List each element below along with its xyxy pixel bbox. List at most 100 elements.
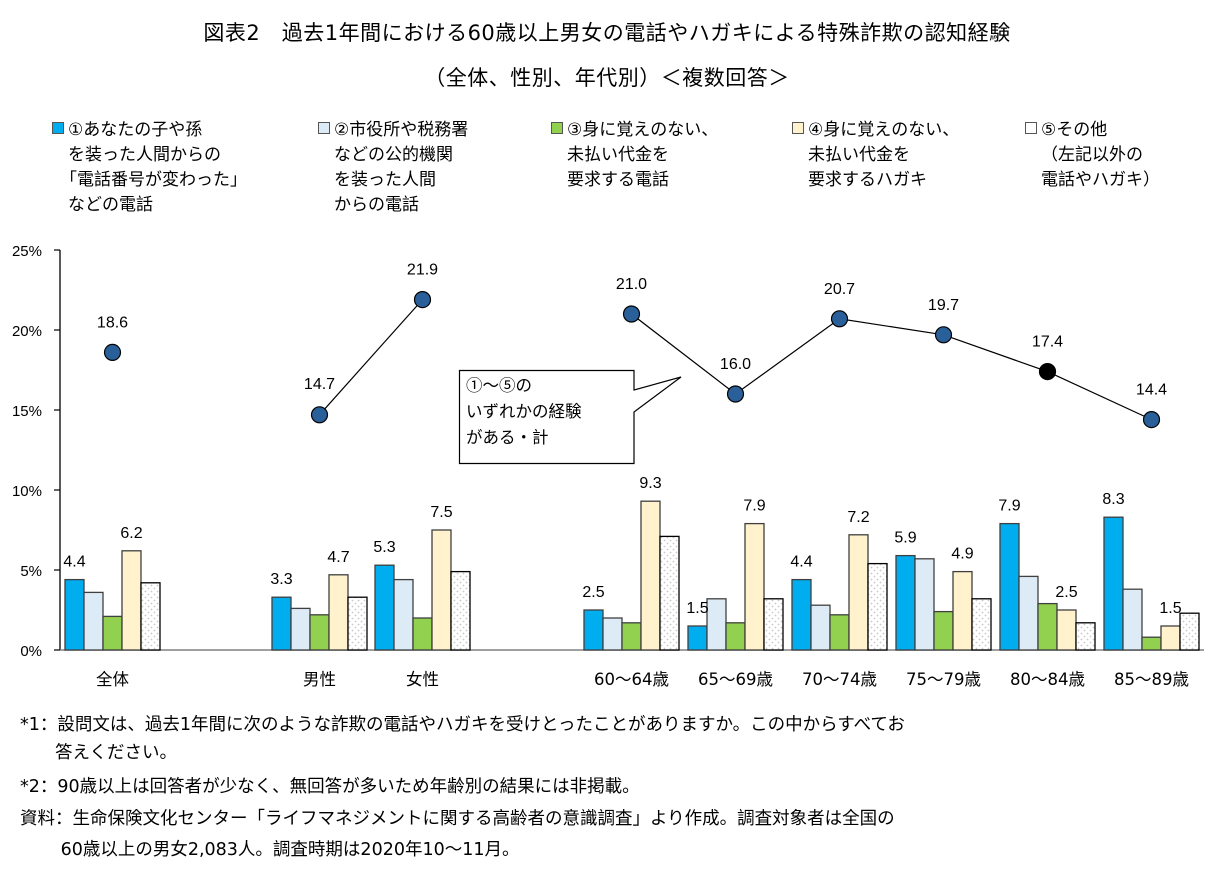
bar-series5	[450, 570, 471, 651]
bar-series1	[374, 564, 395, 651]
callout-box	[458, 369, 682, 465]
y-tick-label: 20%	[12, 323, 42, 340]
total-line-segment	[319, 299, 423, 416]
bar-series2	[290, 607, 311, 651]
bar-value-label: 9.3	[639, 475, 661, 492]
bar-series4	[121, 550, 142, 651]
legend-text: 電話やハガキ）	[1041, 170, 1160, 190]
bar-series1	[999, 522, 1020, 651]
legend-text: ①あなたの子や孫	[68, 120, 203, 140]
bar-series4	[952, 570, 973, 651]
y-tick-label: 10%	[12, 483, 42, 500]
bar-series5	[867, 562, 888, 651]
bar-series2	[602, 617, 623, 651]
total-value-label: 17.4	[1032, 334, 1063, 351]
chart-plot-area: 0% 5% 10% 15% 20% 25% 全体 男性 女性 60～64歳 65～69歳 70～74歳…	[12, 243, 1204, 689]
legend-swatch-2	[318, 122, 330, 134]
data-labels: 4.4 3.3 5.3 2.5 1.5 4.4 5.9 7.9 8.3 6.2 4.7 7.5 9.3 7…	[63, 262, 1181, 617]
legend-swatch-4	[792, 122, 804, 134]
total-marker	[830, 310, 849, 328]
x-category-label: 全体	[96, 670, 130, 689]
bar-value-label: 4.7	[327, 549, 349, 566]
bar-value-label: 2.5	[1055, 584, 1077, 601]
x-category-label: 男性	[303, 670, 336, 689]
legend-item-1: ①あなたの子や孫 を装った人間からの 「電話番号が変わった」 などの電話	[52, 118, 247, 218]
bar-value-label: 5.3	[373, 539, 395, 556]
bar-series1	[271, 596, 292, 651]
y-tick-label: 15%	[12, 403, 42, 420]
bar-value-label: 7.9	[743, 498, 765, 515]
bar-value-label: 4.4	[63, 554, 85, 571]
legend-text: ③身に覚えのない、	[567, 120, 719, 140]
legend-item-3: ③身に覚えのない、 未払い代金を 要求する電話	[551, 118, 718, 193]
bar-series2	[706, 598, 727, 651]
bar-value-label: 7.2	[847, 509, 869, 526]
legend-text: 未払い代金を	[808, 145, 910, 165]
total-marker	[103, 343, 122, 362]
legend-swatch-5	[1025, 122, 1037, 134]
y-tick-label: 0%	[20, 643, 42, 660]
bar-series4	[431, 529, 452, 651]
total-marker	[726, 385, 745, 403]
total-marker	[310, 406, 329, 424]
legend-text: 「電話番号が変わった」	[60, 170, 247, 190]
bar-series3	[725, 622, 746, 651]
total-value-label: 21.9	[407, 262, 438, 279]
bar-series3	[412, 617, 433, 651]
total-marker	[413, 290, 432, 309]
total-value-label: 20.7	[824, 281, 855, 298]
total-line	[103, 290, 1161, 429]
x-category-label: 60～64歳	[594, 670, 669, 689]
bar-value-label: 6.2	[120, 525, 142, 542]
legend-text: ②市役所や税務署	[334, 120, 469, 140]
bar-value-label: 1.5	[1159, 600, 1181, 617]
bar-series5	[971, 598, 992, 651]
bar-series5	[1075, 622, 1096, 651]
callout-text: ①～⑤の いずれかの経験 がある・計	[466, 373, 582, 451]
legend-text: 要求するハガキ	[808, 170, 927, 190]
bar-series2	[83, 591, 104, 651]
legend-item-2: ②市役所や税務署 などの公的機関 を装った人間 からの電話	[318, 118, 468, 218]
footnote-1: *1：設問文は、過去1年間に次のような詐欺の電話やハガキを受けとったことがありま…	[20, 715, 905, 735]
total-value-label: 19.7	[928, 297, 959, 314]
bar-series4	[848, 534, 869, 651]
total-line-segment	[631, 313, 1152, 421]
y-tick-label: 25%	[12, 243, 42, 260]
legend-text: 未払い代金を	[567, 145, 669, 165]
bar-series3	[102, 615, 123, 651]
legend-text: 要求する電話	[567, 170, 669, 190]
x-category-label: 80～84歳	[1010, 670, 1085, 689]
bar-value-label: 7.9	[998, 498, 1020, 515]
source-note-cont: 60歳以上の男女2,083人。調査時期は2020年10～11月。	[20, 840, 520, 860]
bar-series5	[763, 598, 784, 651]
bar-series5	[659, 535, 680, 651]
x-category-label: 女性	[406, 670, 439, 689]
chart-subtitle: （全体、性別、年代別）＜複数回答＞	[424, 66, 790, 90]
bar-series3	[309, 614, 330, 651]
bar-series3	[1141, 636, 1162, 651]
footnote-1-cont: 答えください。	[20, 743, 177, 763]
bar-series2	[810, 604, 831, 651]
y-tick-label: 5%	[20, 563, 42, 580]
legend-text: からの電話	[334, 195, 419, 215]
bar-value-label: 7.5	[430, 504, 452, 521]
bar-series4	[1056, 609, 1077, 651]
bar-series2	[393, 578, 414, 651]
bar-value-label: 8.3	[1102, 491, 1124, 508]
bar-series3	[621, 622, 642, 651]
total-marker	[1142, 411, 1161, 429]
bar-series5	[1179, 612, 1200, 651]
bar-value-label: 2.5	[582, 584, 604, 601]
callout-line: いずれかの経験	[466, 402, 582, 421]
legend-text: などの公的機関	[334, 145, 453, 165]
total-marker	[622, 305, 641, 323]
legend-text: などの電話	[68, 195, 153, 215]
bar-value-label: 1.5	[686, 600, 708, 617]
legend-item-5: ⑤その他 （左記以外の 電話やハガキ）	[1025, 118, 1160, 193]
total-value-label: 16.0	[720, 356, 751, 373]
callout-line: がある・計	[466, 428, 549, 447]
x-category-label: 65～69歳	[698, 670, 773, 689]
bar-series1	[687, 625, 708, 651]
bar-value-label: 3.3	[270, 571, 292, 588]
total-value-label: 14.7	[304, 376, 335, 393]
